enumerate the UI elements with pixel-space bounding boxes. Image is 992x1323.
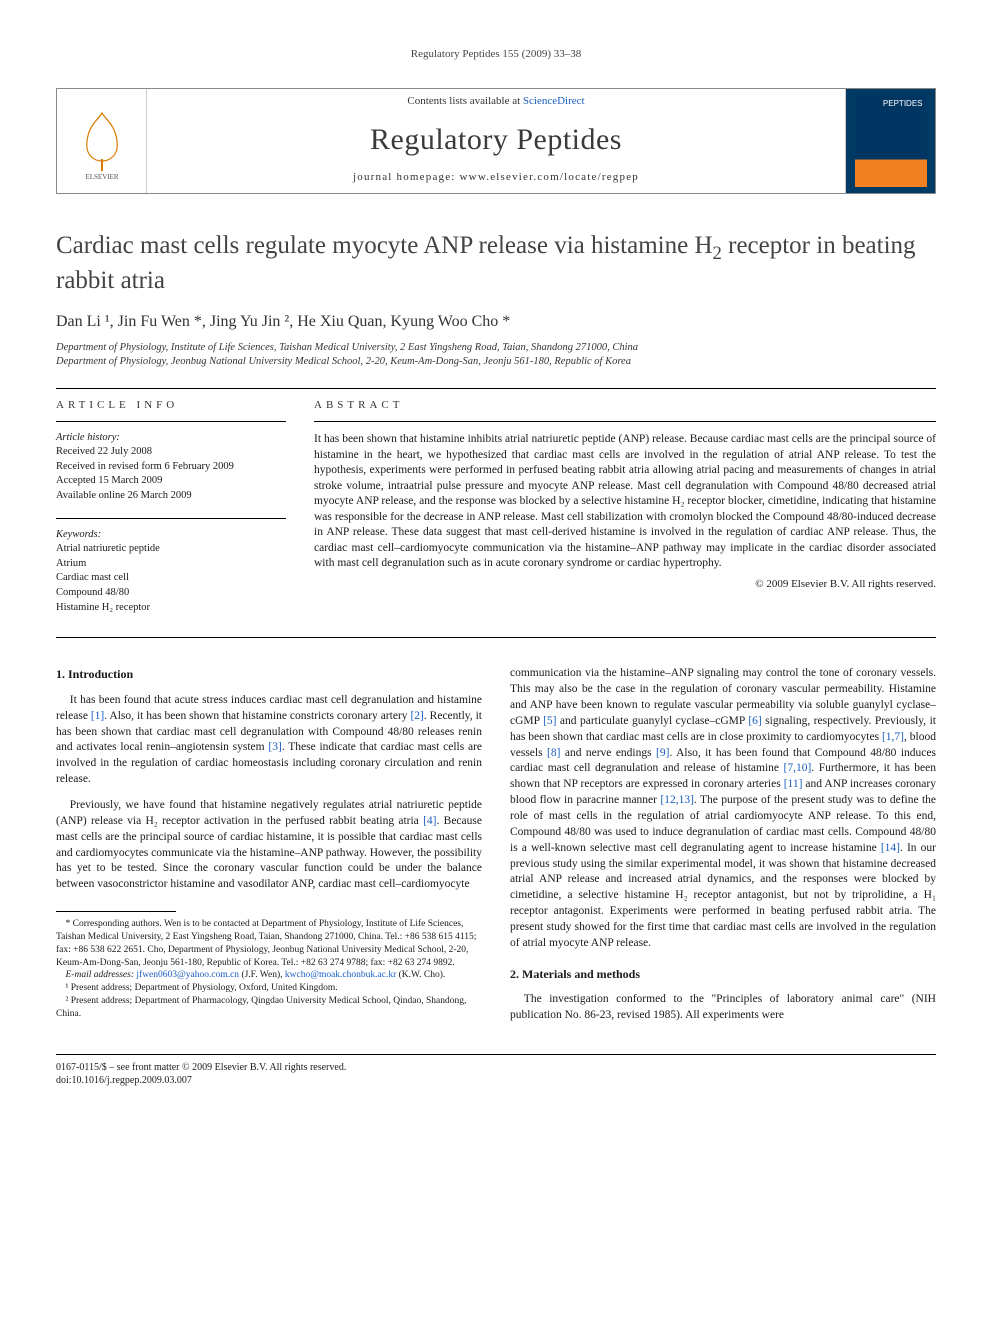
abstract-heading: abstract [314,399,936,411]
section-divider [56,637,936,638]
contents-prefix: Contents lists available at [407,95,522,107]
keywords-label: Keywords: [56,529,286,540]
introduction-heading: 1. Introduction [56,666,482,683]
keyword: Cardiac mast cell [56,571,286,586]
journal-name: Regulatory Peptides [157,123,835,157]
contents-available-line: Contents lists available at ScienceDirec… [157,95,835,107]
keyword: Atrium [56,557,286,572]
email-who: (K.W. Cho). [396,970,445,980]
footnotes-block: * Corresponding authors. Wen is to be co… [56,918,482,1021]
abstract-divider [314,421,936,422]
keyword: Atrial natriuretic peptide [56,542,286,557]
left-column: 1. Introduction It has been found that a… [56,666,482,1034]
keyword: Compound 48/80 [56,586,286,601]
email-link[interactable]: kwcho@moak.chonbuk.ac.kr [285,970,396,980]
journal-homepage-line: journal homepage: www.elsevier.com/locat… [157,171,835,183]
email-who: (J.F. Wen), [239,970,285,980]
article-info-column: article info Article history: Received 2… [56,399,286,629]
methods-paragraph: The investigation conformed to the "Prin… [510,992,936,1024]
methods-heading: 2. Materials and methods [510,966,936,983]
info-divider [56,518,286,519]
email-link[interactable]: jfwen0603@yahoo.com.cn [136,970,239,980]
issn-copyright-line: 0167-0115/$ – see front matter © 2009 El… [56,1061,936,1074]
journal-cover-slot: PEPTIDES [845,89,935,193]
doi-line: doi:10.1016/j.regpep.2009.03.007 [56,1074,936,1087]
affiliations: Department of Physiology, Institute of L… [56,341,936,370]
history-line: Received in revised form 6 February 2009 [56,460,286,475]
running-header: Regulatory Peptides 155 (2009) 33–38 [56,48,936,60]
history-line: Received 22 July 2008 [56,445,286,460]
right-column: communication via the histamine–ANP sign… [510,666,936,1034]
section-divider [56,388,936,389]
body-two-column: 1. Introduction It has been found that a… [56,666,936,1034]
title-part1: Cardiac mast cells regulate myocyte ANP … [56,232,713,259]
present-address-note: ² Present address; Department of Pharmac… [56,995,482,1021]
history-line: Accepted 15 March 2009 [56,474,286,489]
intro-paragraph: Previously, we have found that histamine… [56,798,482,893]
bottom-rule [56,1054,936,1055]
homepage-prefix: journal homepage: [353,171,460,183]
journal-masthead: ELSEVIER Contents lists available at Sci… [56,88,936,194]
author-list: Dan Li ¹, Jin Fu Wen *, Jing Yu Jin ², H… [56,313,936,331]
sciencedirect-link[interactable]: ScienceDirect [523,95,585,107]
title-subscript: 2 [713,243,722,264]
affiliation-line: Department of Physiology, Jeonbug Nation… [56,355,936,370]
footnote-rule [56,911,176,912]
abstract-copyright: © 2009 Elsevier B.V. All rights reserved… [314,578,936,590]
keyword: Histamine H₂ receptor [56,601,286,616]
abstract-column: abstract It has been shown that histamin… [314,399,936,629]
front-matter-meta: 0167-0115/$ – see front matter © 2009 El… [56,1061,936,1087]
journal-cover-thumbnail: PEPTIDES [855,95,927,187]
info-divider [56,421,286,422]
email-label: E-mail addresses: [66,970,137,980]
elsevier-tree-logo: ELSEVIER [67,101,137,181]
email-line: E-mail addresses: jfwen0603@yahoo.com.cn… [56,969,482,982]
present-address-note: ¹ Present address; Department of Physiol… [56,982,482,995]
cover-label: PEPTIDES [883,99,923,108]
affiliation-line: Department of Physiology, Institute of L… [56,341,936,356]
intro-paragraph-continued: communication via the histamine–ANP sign… [510,666,936,951]
abstract-text: It has been shown that histamine inhibit… [314,432,936,572]
article-title: Cardiac mast cells regulate myocyte ANP … [56,230,936,297]
homepage-url: www.elsevier.com/locate/regpep [460,171,639,183]
svg-text:ELSEVIER: ELSEVIER [85,173,118,181]
intro-paragraph: It has been found that acute stress indu… [56,693,482,788]
article-info-heading: article info [56,399,286,411]
corresponding-author-note: * Corresponding authors. Wen is to be co… [56,918,482,969]
history-line: Available online 26 March 2009 [56,489,286,504]
history-label: Article history: [56,432,286,443]
publisher-logo-slot: ELSEVIER [57,89,147,193]
